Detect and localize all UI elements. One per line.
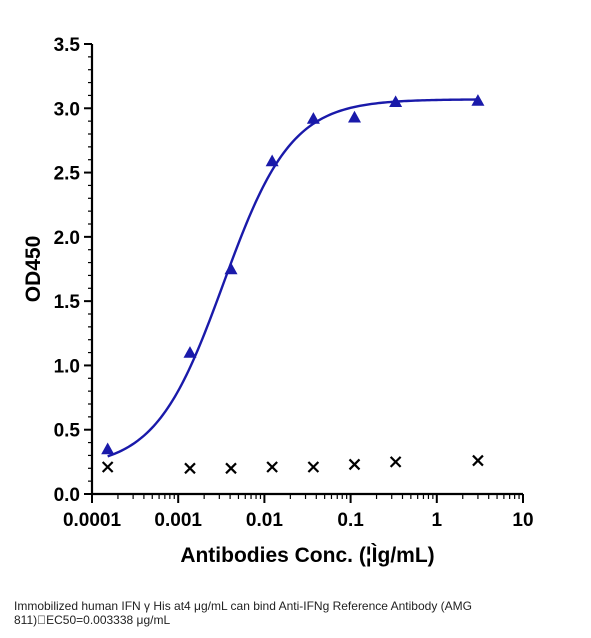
control-point xyxy=(348,458,361,471)
antibody-point xyxy=(348,110,362,123)
antibody-point xyxy=(471,94,485,106)
y-axis-label: OD450 xyxy=(22,236,45,303)
x-tick-label: 0.001 xyxy=(154,510,202,531)
dose-response-chart: 0.0 0.5 1.0 1.5 2.0 2.5 3.0 3.5 0.0001 0.001 0.01 0… xyxy=(22,35,534,567)
y-tick-label: 0.0 xyxy=(54,485,80,506)
x-tick-label: 10 xyxy=(512,510,533,531)
fit-curve xyxy=(107,98,478,458)
control-point xyxy=(266,461,278,473)
antibody-point xyxy=(389,95,403,108)
x-tick-label: 0.0001 xyxy=(63,510,122,531)
antibody-point xyxy=(183,346,197,358)
antibody-point xyxy=(224,262,238,275)
y-tick-label: 1.0 xyxy=(54,356,80,377)
y-tick-label: 1.5 xyxy=(54,292,81,313)
x-tick-label: 0.01 xyxy=(246,510,283,531)
antibody-point xyxy=(265,154,279,167)
chart-svg: 0.0 0.5 1.0 1.5 2.0 2.5 3.0 3.5 0.0001 0.001 0.01 0… xyxy=(22,35,534,567)
control-point xyxy=(225,462,237,475)
x-axis-label: Antibodies Conc. (¦Ìg/mL) xyxy=(180,544,434,567)
control-point xyxy=(389,456,402,468)
antibody-point xyxy=(306,112,320,124)
control-point xyxy=(184,462,196,475)
caption-line-1: Immobilized human IFN γ His at4 μg/mL ca… xyxy=(14,599,472,613)
control-point xyxy=(307,461,320,473)
y-tick-label: 0.5 xyxy=(54,421,81,442)
x-tick-label: 0.1 xyxy=(337,510,364,531)
y-tick-label: 2.0 xyxy=(54,228,80,249)
antibody-point xyxy=(101,442,115,455)
control-point xyxy=(472,454,484,467)
x-tick-label: 1 xyxy=(432,510,443,531)
caption-line-2: 811) EC50=0.003338 μg/mL xyxy=(14,613,171,627)
control-point xyxy=(101,461,114,473)
y-tick-label: 3.0 xyxy=(54,99,80,120)
y-tick-label: 3.5 xyxy=(54,35,81,56)
y-tick-label: 2.5 xyxy=(54,164,81,185)
figure-caption: Immobilized human IFN γ His at4 μg/mL ca… xyxy=(14,599,574,627)
